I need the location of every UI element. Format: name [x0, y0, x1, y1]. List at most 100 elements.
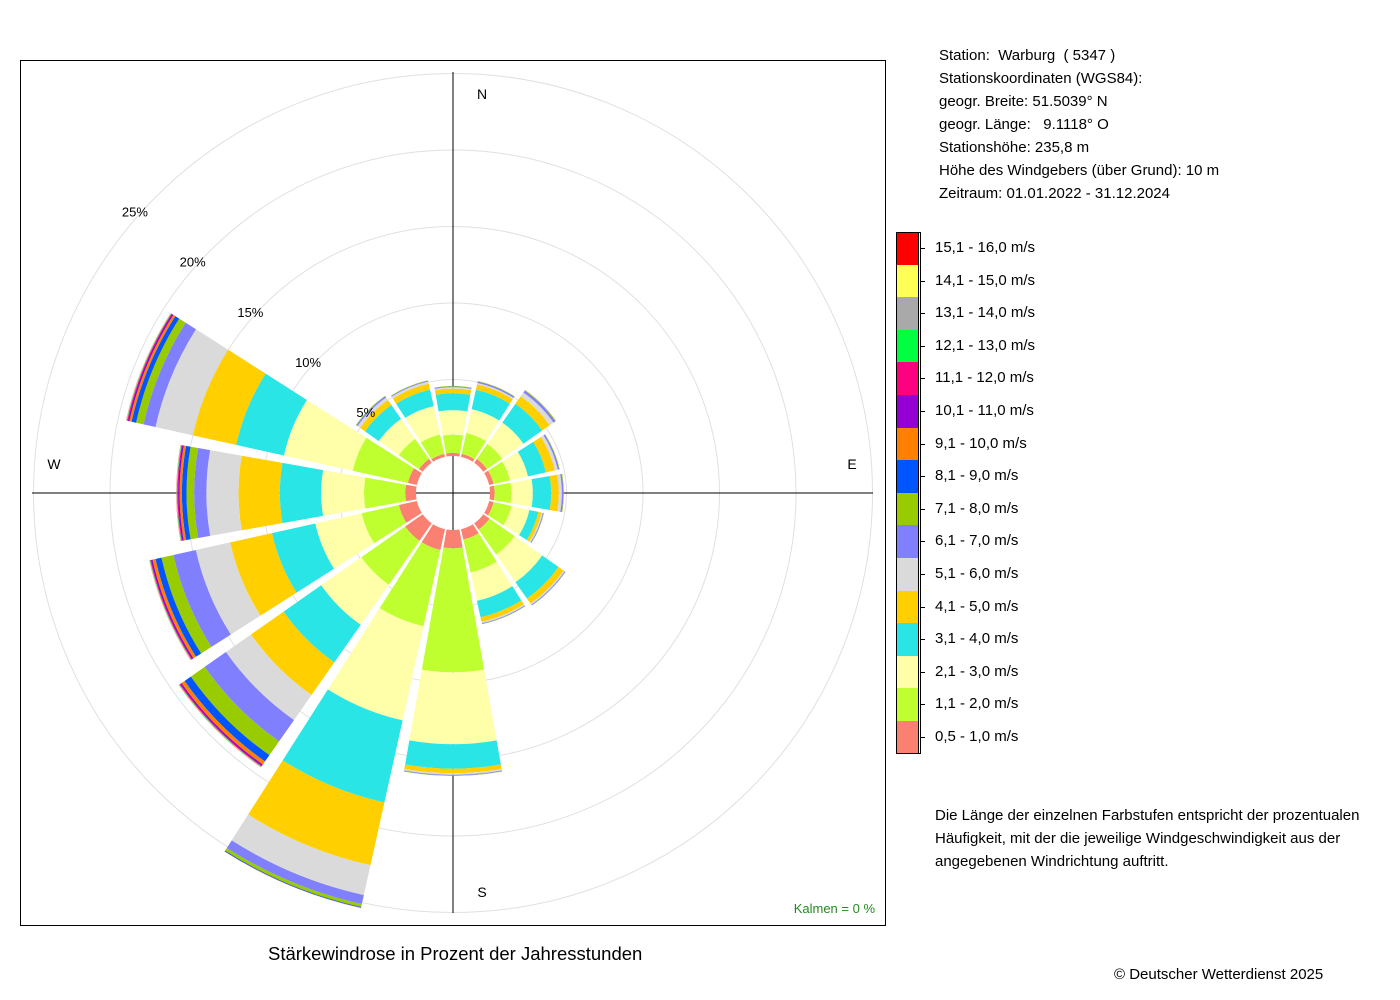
wedge-se-class-3	[496, 536, 543, 583]
legend-swatch	[896, 232, 919, 265]
wedge-nne-class-5	[475, 384, 513, 404]
legend-label: 10,1 - 11,0 m/s	[935, 402, 1034, 419]
wedge-ne-class-5	[515, 396, 550, 431]
wedge-nne-class-3	[466, 409, 500, 442]
wedge-s-class-7	[403, 770, 503, 776]
wedge-nne-class-7	[477, 381, 515, 398]
wedge-wsw-class-7	[173, 550, 231, 647]
wedge-nnw-class-6	[391, 381, 429, 399]
legend-swatch	[896, 329, 919, 363]
wedge-nnw-class-2	[420, 434, 445, 460]
legend-tick	[920, 508, 925, 510]
legend-tick	[920, 248, 925, 249]
wedge-w-class-4	[279, 462, 324, 524]
wedge-wnw-class-5	[192, 349, 266, 445]
wedge-ssw-class-7	[226, 840, 364, 905]
wedge-w-class-11	[178, 445, 184, 541]
wedge-ssw-class-2	[379, 542, 441, 627]
wedge-ssw-class-1	[421, 524, 445, 551]
wedge-wnw-class-4	[236, 373, 307, 456]
legend-swatch	[896, 623, 919, 656]
coords-heading: Stationskoordinaten (WGS84):	[939, 70, 1143, 87]
wedge-sse-class-6	[481, 604, 525, 624]
legend-tick	[920, 639, 925, 641]
wedge-n-class-2	[442, 434, 464, 454]
wedge-s-class-2	[421, 547, 485, 673]
wedge-nne-class-6	[477, 382, 514, 400]
legend-tick	[920, 704, 925, 706]
wedge-sw-class-7	[204, 652, 294, 742]
legend-label: 11,1 - 12,0 m/s	[935, 369, 1034, 387]
legend-swatch	[896, 721, 919, 754]
wedge-ssw-class-8	[225, 848, 362, 908]
wedge-ene-class-7	[543, 434, 560, 470]
wedge-w-class-6	[206, 450, 242, 536]
wedge-ene-class-4	[517, 441, 546, 477]
wedge-w-class-8	[186, 446, 199, 540]
wedge-nw-class-5	[360, 400, 392, 432]
calm-label: Kalmen = 0 %	[794, 901, 876, 916]
legend-item: 7,1 - 8,0 m/s	[896, 492, 1156, 526]
wedge-n-class-4	[435, 393, 471, 412]
wedge-ese-class-1	[484, 501, 494, 516]
copyright: © Deutscher Wetterdienst 2025	[1114, 966, 1324, 983]
wedge-n-class-6	[434, 387, 472, 391]
wedge-w-class-13	[176, 445, 182, 541]
wedge-ese-class-6	[529, 512, 543, 543]
wedge-se-class-1	[474, 514, 490, 530]
legend-tick	[920, 280, 925, 282]
legend-label: 4,1 - 5,0 m/s	[935, 597, 1019, 615]
legend-swatch	[896, 688, 919, 721]
wedge-wnw-class-9	[131, 316, 180, 423]
wedge-sse-class-3	[470, 561, 513, 601]
wedge-sw-class-5	[250, 611, 335, 696]
wedge-nw-class-2	[398, 438, 430, 470]
legend-swatch	[896, 460, 919, 493]
wedge-wsw-class-9	[155, 557, 202, 657]
wedge-w-class-15	[176, 444, 181, 542]
legend-item: 1,1 - 2,0 m/s	[896, 688, 1156, 721]
wedge-wsw-class-5	[230, 533, 297, 616]
wedge-wsw-class-6	[195, 542, 261, 635]
legend-item: 11,1 - 12,0 m/s	[896, 362, 1156, 395]
wedge-nnw-class-3	[405, 406, 441, 443]
wedge-e-class-4	[531, 475, 552, 511]
legend-swatch	[896, 492, 919, 526]
legend-label: 3,1 - 4,0 m/s	[935, 630, 1019, 648]
wedge-nw-class-4	[365, 405, 402, 442]
wedge-sw-class-10	[181, 680, 266, 765]
legend-tick	[920, 574, 925, 575]
wedge-ene-class-1	[484, 470, 494, 485]
legend-label: 9,1 - 10,0 m/s	[935, 434, 1027, 452]
legend-tick	[920, 476, 925, 478]
legend-swatch	[896, 297, 919, 330]
wedge-w-class-12	[177, 445, 183, 541]
legend-label: 6,1 - 7,0 m/s	[935, 532, 1019, 550]
legend-tick	[920, 671, 925, 673]
wedge-wsw-class-4	[271, 523, 335, 593]
legend-tick	[920, 606, 925, 608]
wedge-w-class-14	[176, 444, 182, 542]
wedge-e-class-6	[557, 474, 562, 512]
wedge-nnw-class-1	[431, 453, 445, 462]
wedge-ssw-class-3	[327, 608, 424, 721]
wedge-ssw-class-6	[231, 814, 371, 896]
legend-tick	[920, 541, 925, 543]
wedge-s-class-5	[404, 764, 502, 774]
time-period: Zeitraum: 01.01.2022 - 31.12.2024	[939, 185, 1170, 202]
wedge-e-class-5	[549, 474, 559, 512]
wedge-ne-class-1	[474, 458, 488, 472]
wedge-se-class-5	[526, 566, 564, 604]
legend-swatch	[896, 590, 919, 624]
legend-item: 12,1 - 13,0 m/s	[896, 329, 1156, 363]
legend-tick	[920, 737, 925, 738]
wedge-ne-class-4	[502, 403, 543, 444]
wedge-sse-class-1	[461, 524, 479, 540]
legend-item: 15,1 - 16,0 m/s	[896, 232, 1156, 265]
wedge-ese-class-3	[503, 505, 530, 536]
legend-label: 14,1 - 15,0 m/s	[935, 271, 1036, 289]
radial-label-15: 15%	[237, 305, 263, 320]
wedge-w-class-2	[363, 477, 407, 509]
wedge-nne-class-1	[461, 453, 475, 462]
legend-item: 0,5 - 1,0 m/s	[896, 721, 1156, 754]
